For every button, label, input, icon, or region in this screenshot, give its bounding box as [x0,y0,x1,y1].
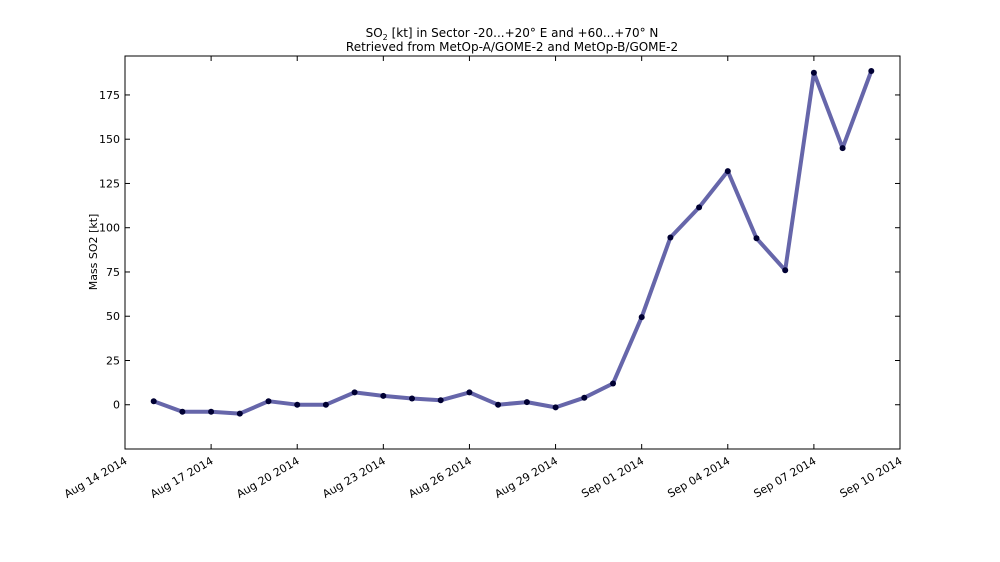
data-point [782,267,789,274]
title-prefix: SO [366,26,383,40]
chart-title-line-1: SO2 [kt] in Sector -20...+20° E and +60.… [366,26,659,42]
data-point [581,394,588,401]
data-point [208,408,215,415]
data-point [523,399,530,406]
data-point [667,234,674,241]
data-point [179,408,186,415]
x-tick-label: Aug 14 2014 [62,454,130,500]
data-point [265,398,272,405]
x-tick-label: Aug 23 2014 [320,454,388,500]
data-point [495,401,502,408]
y-axis: 0 25 50 75 100 125 150 175 [99,89,900,412]
series-mass-so2 [150,68,875,417]
x-tick-label: Aug 17 2014 [148,454,216,500]
data-point [552,404,559,411]
x-tick-label: Aug 20 2014 [234,454,302,500]
data-point [466,389,473,396]
title-subscript: 2 [383,33,388,42]
data-point [322,401,329,408]
data-point [409,395,415,402]
data-point [638,314,645,321]
data-point [236,410,243,417]
data-point [753,235,760,242]
data-point [437,397,444,404]
y-tick-label: 150 [99,133,120,146]
y-axis-label: Mass SO2 [kt] [87,214,100,291]
data-point [696,204,703,211]
data-point [351,389,358,396]
series-line [151,69,874,416]
data-point [610,380,616,387]
data-point [150,398,157,405]
y-tick-label: 100 [99,222,120,235]
y-tick-label: 175 [99,89,120,102]
y-tick-label: 50 [106,310,120,323]
x-tick-label: Sep 04 2014 [665,454,732,500]
data-point [839,145,846,152]
data-point [810,69,817,76]
chart-title: SO2 [kt] in Sector -20...+20° E and +60.… [346,26,678,54]
plot-area [124,55,901,450]
x-tick-label: Sep 07 2014 [752,454,819,500]
data-point [380,392,387,399]
x-tick-label: Aug 26 2014 [406,454,474,500]
title-rest: [kt] in Sector -20...+20° E and +60...+7… [388,26,659,40]
y-tick-label: 125 [99,177,120,190]
data-point [294,401,301,408]
y-tick-label: 75 [106,266,120,279]
data-point [724,168,731,175]
x-tick-label: Sep 10 2014 [838,454,905,500]
data-point [868,68,875,74]
chart-title-line-2: Retrieved from MetOp-A/GOME-2 and MetOp-… [346,40,678,54]
y-tick-label: 25 [106,354,120,367]
y-tick-label: 0 [113,399,120,412]
x-tick-label: Aug 29 2014 [493,454,561,500]
x-tick-label: Sep 01 2014 [579,454,646,500]
